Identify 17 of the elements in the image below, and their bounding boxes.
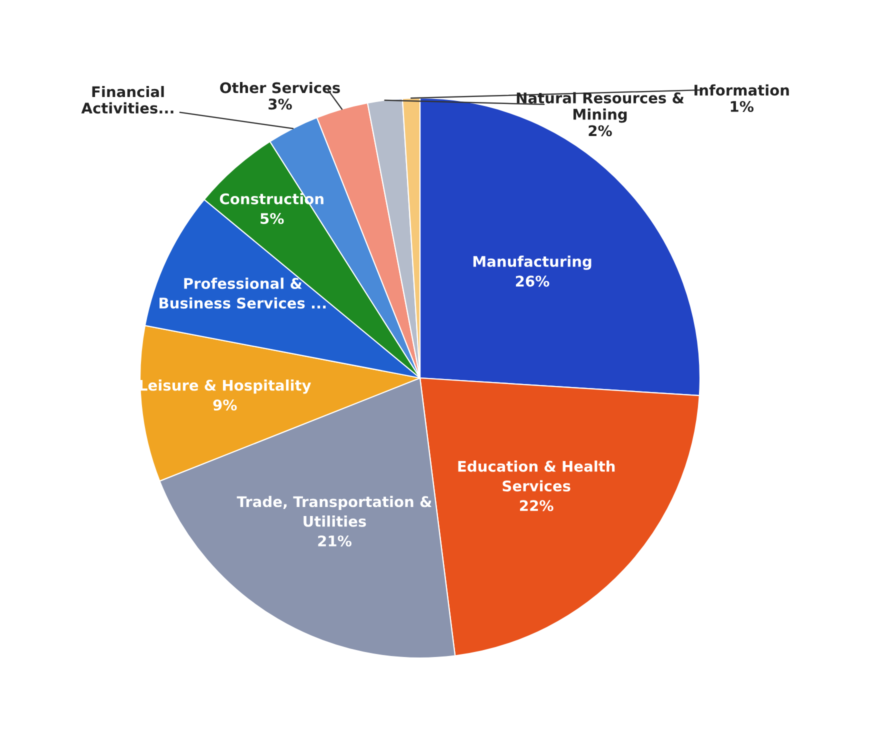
data-label: 26% bbox=[516, 276, 550, 287]
slice-label: Other Services bbox=[220, 82, 340, 94]
slice-label: Natural Resources & Mining bbox=[516, 92, 684, 123]
slice-label: Information bbox=[694, 84, 789, 96]
data-label: 1% bbox=[730, 100, 754, 112]
slice-label: Professional & Business Services ... bbox=[160, 278, 326, 309]
slice-label: Financial Activities... bbox=[81, 86, 174, 114]
data-label: 3% bbox=[268, 98, 292, 110]
slice-label: Trade, Transportation & Utilities bbox=[236, 496, 432, 527]
data-label: 5% bbox=[260, 213, 284, 224]
slice-label: Education & Health Services bbox=[458, 460, 615, 492]
data-label: 22% bbox=[520, 500, 554, 512]
slice-label: Manufacturing bbox=[473, 256, 592, 270]
data-label: 2% bbox=[588, 125, 612, 136]
slice-label: Leisure & Hospitality bbox=[140, 380, 312, 394]
data-label: 21% bbox=[318, 535, 352, 546]
data-label: 9% bbox=[213, 400, 237, 411]
